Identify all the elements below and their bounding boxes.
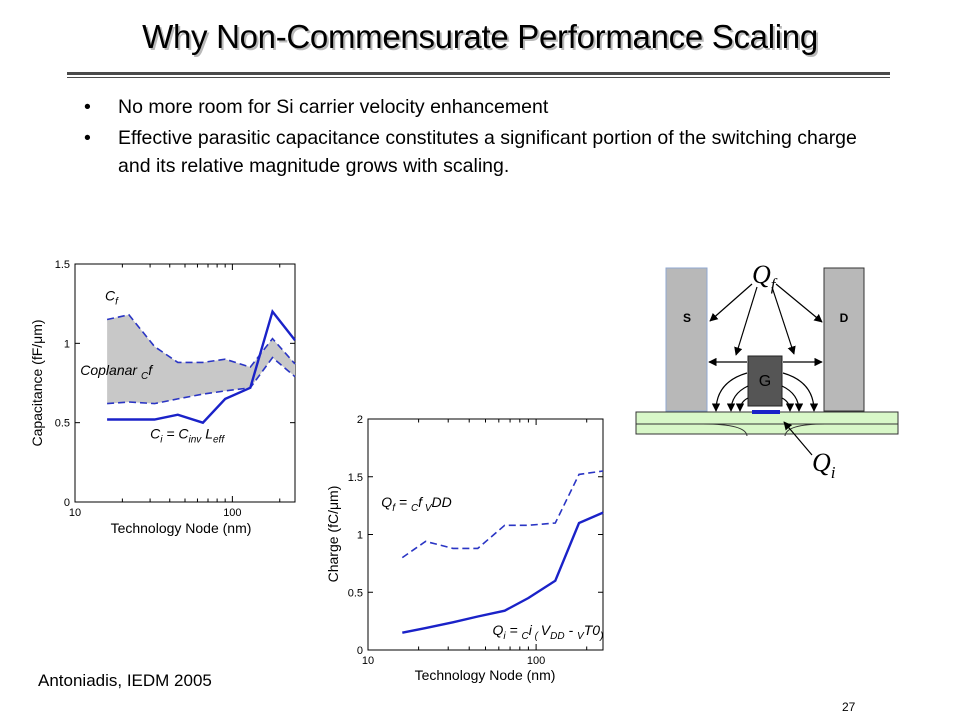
arrow — [771, 286, 796, 355]
y-tick-label: 2 — [357, 414, 363, 426]
y-tick-label: 1.5 — [55, 259, 70, 271]
annotation: Ci = Cinv Leff — [150, 426, 225, 446]
ci-line — [107, 309, 296, 425]
gate-electrode — [747, 355, 783, 407]
page-number: 27 — [842, 700, 856, 714]
arrow — [781, 385, 804, 412]
arrow — [781, 397, 795, 412]
y-tick-labels: 0 0.5 1 1.5 — [55, 259, 70, 509]
x-axis-label: Technology Node (nm) — [111, 520, 252, 536]
drain-label: D — [840, 311, 849, 325]
source-label: S — [683, 311, 691, 325]
y-tick-label: 1 — [64, 338, 70, 350]
y-tick-label: 0.5 — [55, 418, 70, 430]
chart-annotations: Cf Coplanar Cf Ci = Cinv Leff — [80, 287, 225, 445]
slide-title: Why Non-Commensurate Performance Scaling — [142, 18, 818, 55]
title-rule-thin — [67, 77, 890, 78]
qi-label: Qi — [812, 448, 836, 482]
bullet-list: No more room for Si carrier velocity enh… — [68, 93, 888, 183]
title-rule — [67, 72, 890, 75]
field-arrows — [708, 283, 823, 456]
y-tick-label: 0.5 — [348, 587, 363, 599]
arrow — [783, 421, 813, 456]
coplanar-cf-line — [107, 356, 296, 405]
bullet-item: Effective parasitic capacitance constitu… — [68, 124, 888, 180]
annotation: Coplanar Cf — [80, 362, 154, 382]
arrow — [782, 372, 819, 412]
arrow — [775, 283, 823, 323]
annotation: Cf — [105, 287, 119, 307]
arrow — [735, 397, 749, 412]
y-tick-labels: 0 0.5 1 1.5 2 — [348, 414, 363, 657]
junction-left — [702, 423, 748, 437]
y-tick-label: 1.5 — [348, 472, 363, 484]
capacitance-chart: 10 100 0 0.5 1 1.5 Technology Node (nm) Capa… — [29, 259, 296, 536]
cf-line — [106, 313, 296, 369]
source-electrode — [665, 267, 708, 412]
qf-line — [401, 470, 604, 559]
y-tick-label: 0 — [357, 645, 363, 657]
chart-frame — [367, 418, 604, 651]
annotation: Qi = Ci ( VDD - VT0) — [492, 622, 603, 642]
x-tick-label: 10 — [69, 507, 81, 519]
qi-line — [402, 511, 604, 634]
x-tick-label: 100 — [527, 655, 545, 667]
gate-label: G — [759, 373, 771, 390]
y-axis-label: Charge (fC/μm) — [325, 486, 341, 583]
arrow — [726, 385, 749, 412]
cf-band — [107, 314, 295, 404]
substrate — [635, 411, 899, 435]
y-tick-label: 0 — [64, 497, 70, 509]
junction-right — [784, 423, 826, 437]
mosfet-diagram: S D G Qf Qi — [635, 260, 899, 482]
bullet-item: No more room for Si carrier velocity enh… — [68, 93, 888, 121]
arrow — [711, 372, 748, 412]
x-tick-labels: 10 100 — [362, 655, 545, 667]
charge-chart: 10 100 0 0.5 1 1.5 2 Technology Node (nm) Cha… — [325, 414, 604, 683]
annotation: Qf = Cf VDD — [381, 494, 451, 514]
chart-ticks — [74, 263, 295, 503]
y-axis-label: Capacitance (fF/μm) — [29, 319, 45, 446]
x-axis-label: Technology Node (nm) — [415, 667, 556, 683]
x-tick-labels: 10 100 — [69, 507, 242, 519]
x-tick-label: 100 — [223, 507, 241, 519]
x-tick-label: 10 — [362, 655, 374, 667]
chart-annotations: Qf = Cf VDD Qi = Ci ( VDD - VT0) — [381, 494, 603, 642]
y-tick-label: 1 — [357, 530, 363, 542]
arrow — [709, 283, 753, 322]
qf-label: Qf — [752, 260, 778, 294]
chart-ticks — [367, 418, 603, 651]
arrow — [734, 286, 758, 356]
citation: Antoniadis, IEDM 2005 — [38, 671, 212, 690]
drain-electrode — [823, 267, 865, 412]
